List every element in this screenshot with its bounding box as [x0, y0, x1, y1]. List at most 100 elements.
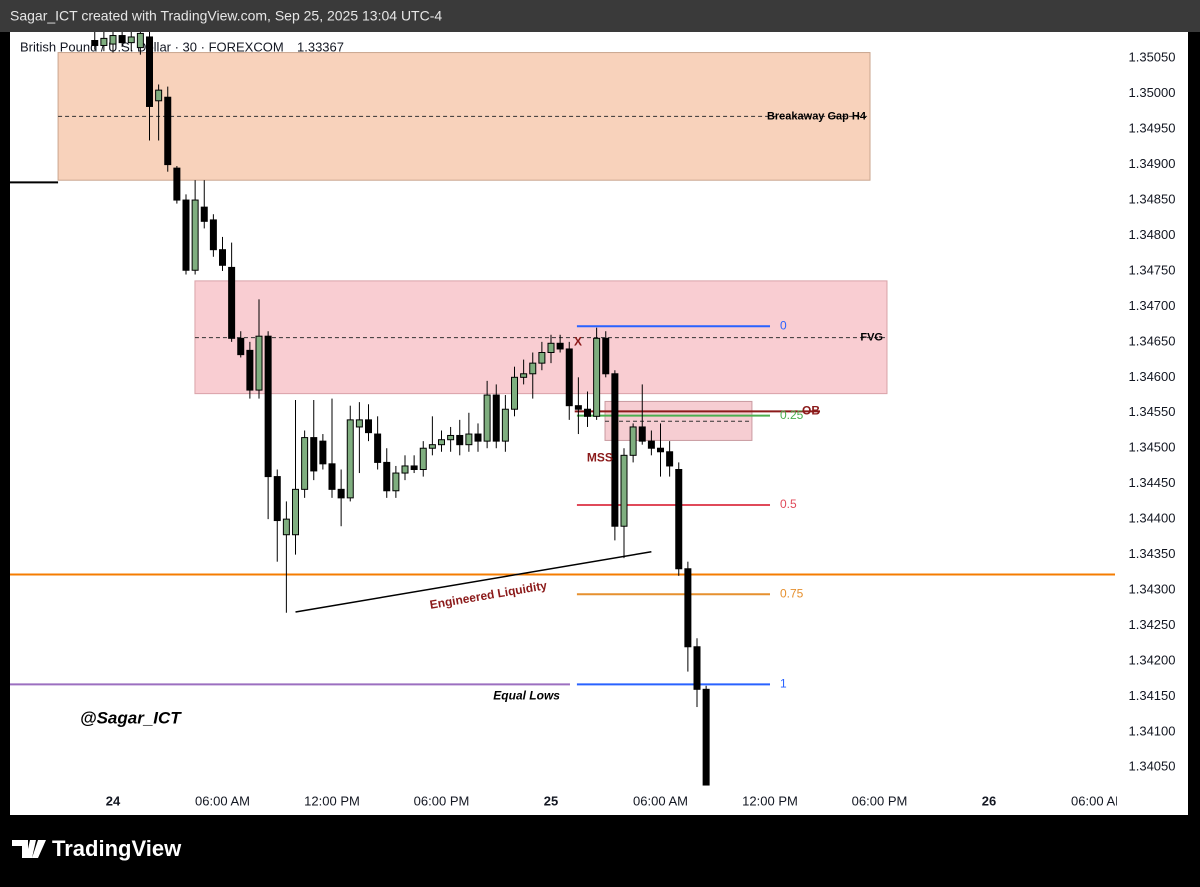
annotation: MSS: [587, 450, 613, 464]
x-tick-label: 12:00 PM: [742, 793, 798, 808]
candle-body: [602, 337, 610, 375]
candle-body: [492, 394, 500, 442]
candle-body: [219, 249, 227, 266]
candle-body: [428, 444, 436, 449]
candle-body: [173, 167, 181, 201]
candle-body: [310, 437, 318, 472]
zone-label: Breakaway Gap H4: [767, 110, 867, 122]
candle-body: [574, 405, 582, 410]
candle-body: [538, 352, 546, 364]
x-tick-label: 24: [106, 793, 121, 808]
last-price: 1.33367: [297, 39, 344, 54]
y-tick-label: 1.34050: [1129, 759, 1176, 774]
x-tick-label: 12:00 PM: [304, 793, 360, 808]
candle-body: [511, 376, 519, 410]
candle-body: [191, 199, 199, 271]
candle-body: [136, 32, 144, 49]
candle-body: [483, 394, 491, 442]
x-tick-label: 26: [982, 793, 996, 808]
candle-body: [383, 461, 391, 492]
candle-body: [346, 419, 354, 499]
candle-body: [118, 35, 126, 44]
candle-body: [246, 349, 254, 391]
candle-body: [593, 337, 601, 417]
y-tick-label: 1.34100: [1129, 723, 1176, 738]
y-tick-label: 1.34950: [1129, 121, 1176, 136]
candle-body: [629, 426, 637, 456]
candle-body: [374, 433, 382, 463]
candle-body: [693, 646, 701, 690]
candle-body: [465, 433, 473, 446]
candle-body: [328, 463, 336, 490]
candle-body: [155, 89, 163, 102]
x-tick-label: 06:00 PM: [414, 793, 470, 808]
y-axis: 1.34050 1.34100 1.34150 1.34200 1.34250 1.343…: [1115, 50, 1176, 774]
y-tick-label: 1.34750: [1129, 262, 1176, 277]
candle-body: [410, 465, 418, 470]
fib-label: 0.25: [780, 408, 804, 422]
y-tick-label: 1.34200: [1129, 652, 1176, 667]
brand-logo: [12, 840, 46, 858]
candle-body: [237, 337, 245, 356]
x-tick-label: 06:00 AM: [1071, 793, 1126, 808]
y-tick-label: 1.34400: [1129, 511, 1176, 526]
y-tick-label: 1.34250: [1129, 617, 1176, 632]
plot-area: Breakaway Gap H4 FVG Equal Lows OB 0 0.25 0.5 0…: [10, 32, 1115, 786]
line-label: OB: [802, 404, 820, 418]
x-tick-label: 06:00 PM: [852, 793, 908, 808]
candle-body: [365, 419, 373, 434]
candle-body: [255, 335, 263, 391]
y-tick-label: 1.34600: [1129, 369, 1176, 384]
candle-body: [100, 37, 108, 46]
candle-body: [301, 437, 309, 490]
y-tick-label: 1.34300: [1129, 581, 1176, 596]
candle-body: [647, 440, 655, 449]
candle-body: [447, 434, 455, 441]
candle-body: [556, 342, 564, 350]
fib-label: 0.5: [780, 497, 797, 511]
candle-body: [675, 468, 683, 570]
candle-body: [401, 465, 409, 474]
y-tick-label: 1.34500: [1129, 440, 1176, 455]
candle-body: [584, 408, 592, 417]
candle-body: [91, 40, 99, 46]
y-tick-label: 1.34350: [1129, 546, 1176, 561]
candle-body: [456, 434, 464, 446]
candle-body: [565, 348, 573, 407]
trendline: [295, 551, 652, 613]
candle-body: [638, 426, 646, 442]
y-tick-label: 1.34850: [1129, 191, 1176, 206]
y-tick-label: 1.34150: [1129, 688, 1176, 703]
candle-body: [146, 36, 154, 107]
candle-body: [419, 447, 427, 470]
watermark: @Sagar_ICT: [80, 708, 182, 727]
y-tick-label: 1.34550: [1129, 404, 1176, 419]
y-tick-label: 1.35050: [1129, 50, 1176, 65]
candle-body: [529, 362, 537, 375]
fib-label: 0: [780, 318, 787, 332]
zone-label: FVG: [860, 332, 883, 344]
y-tick-label: 1.34450: [1129, 475, 1176, 490]
y-tick-label: 1.34650: [1129, 333, 1176, 348]
candle-body: [319, 440, 327, 465]
x-tick-label: 06:00 AM: [633, 793, 688, 808]
candle-body: [684, 568, 692, 648]
candle-body: [611, 373, 619, 527]
candle-body: [702, 688, 710, 786]
candle-body: [392, 472, 400, 492]
candle-body: [273, 476, 281, 522]
line-label: Equal Lows: [493, 689, 560, 703]
y-tick-label: 1.34700: [1129, 298, 1176, 313]
brand: TradingView: [52, 836, 182, 861]
candle-body: [282, 518, 290, 536]
candle-body: [164, 96, 172, 166]
annotation: X: [574, 335, 582, 349]
fib-label: 0.75: [780, 586, 804, 600]
candle-body: [264, 335, 272, 478]
x-axis: 24 06:00 AM 12:00 PM 06:00 PM 25 06:00 AM 12:0…: [106, 790, 1126, 808]
candle-body: [520, 373, 528, 378]
candle-body: [620, 454, 628, 527]
y-tick-label: 1.34900: [1129, 156, 1176, 171]
